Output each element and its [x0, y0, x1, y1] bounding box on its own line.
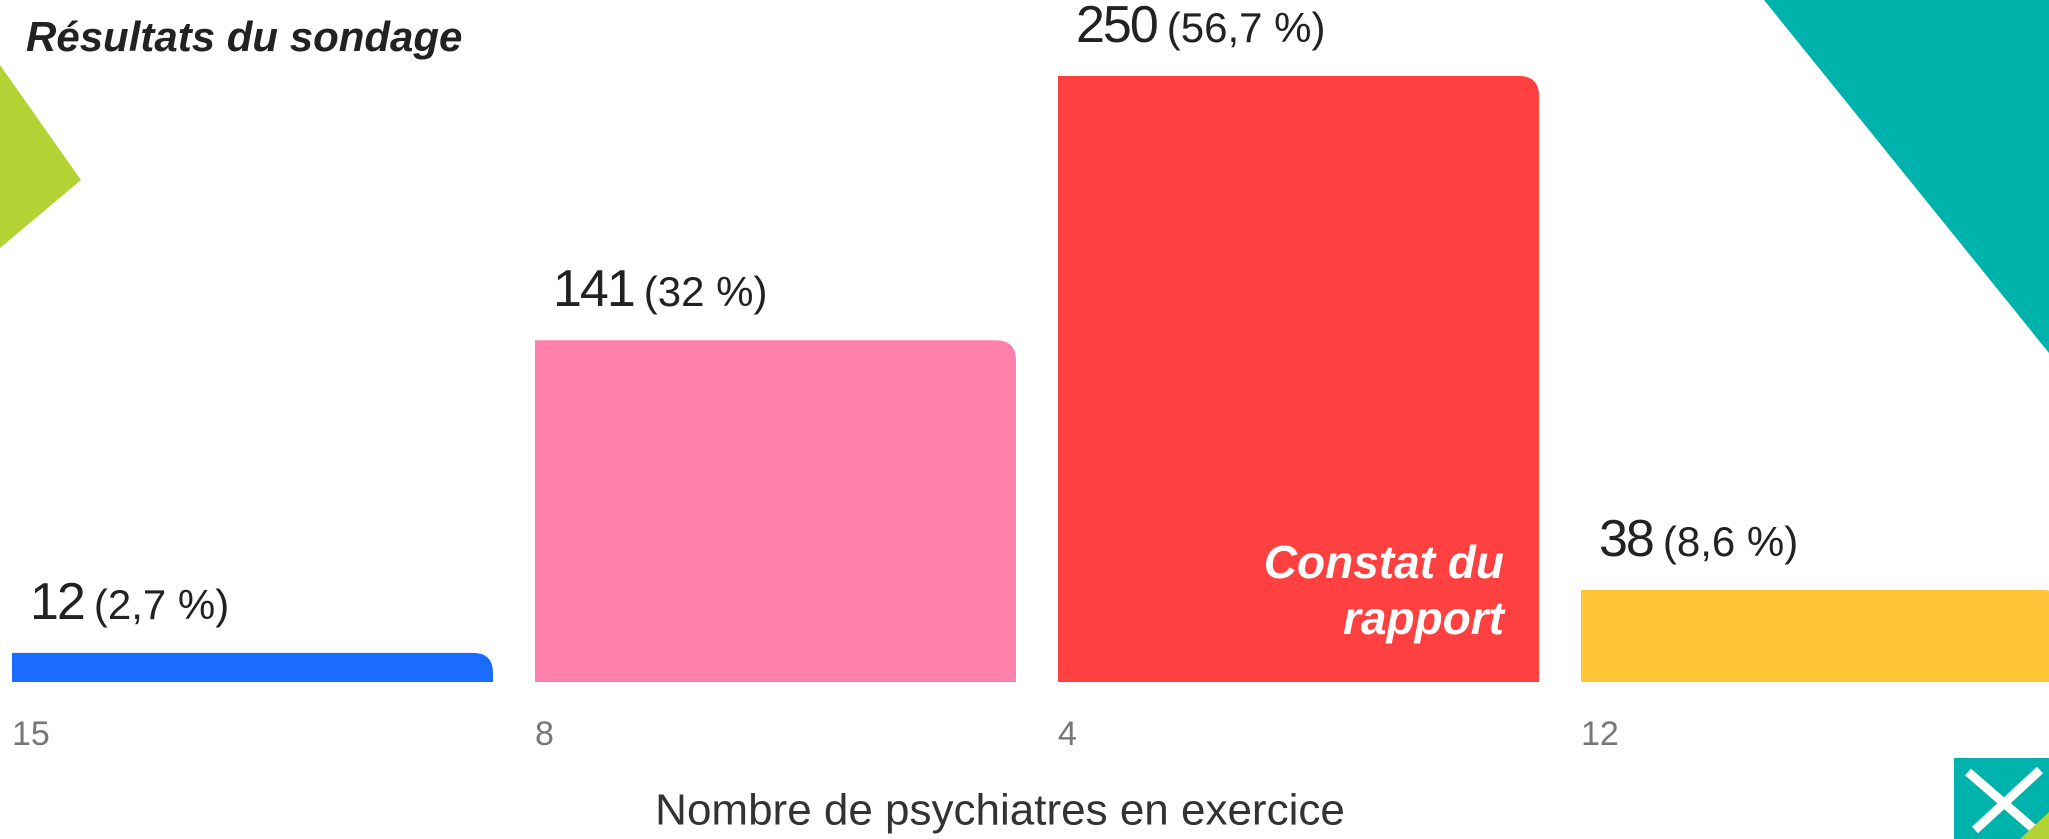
x-tick-label: 12	[1581, 715, 1619, 753]
bar	[1581, 589, 2049, 682]
value-label: 250 (56,7 %)	[1076, 0, 1326, 54]
value-number: 38	[1599, 510, 1653, 568]
value-label: 141 (32 %)	[553, 260, 767, 318]
logo	[1954, 758, 2049, 839]
bar	[12, 652, 493, 682]
chart-title: Résultats du sondage	[26, 13, 462, 60]
value-share: (2,7 %)	[94, 581, 229, 628]
logo-mark	[1965, 766, 2044, 834]
value-label: 38 (8,6 %)	[1599, 510, 1798, 568]
decor-triangle	[1764, 0, 2049, 353]
value-share: (32 %)	[644, 268, 768, 315]
annotation: Constat du	[1264, 536, 1504, 588]
value-share: (56,7 %)	[1167, 4, 1326, 51]
decor-triangle	[0, 65, 81, 248]
value-number: 12	[30, 573, 84, 631]
logo-accent	[2020, 812, 2049, 839]
value-label: 12 (2,7 %)	[30, 573, 229, 631]
x-tick-label: 8	[535, 715, 554, 753]
bar	[535, 340, 1016, 682]
annotation: rapport	[1343, 592, 1506, 644]
value-number: 141	[553, 260, 634, 318]
x-tick-label: 15	[12, 715, 50, 753]
x-axis-label: Nombre de psychiatres en exercice	[655, 786, 1345, 835]
value-number: 250	[1076, 0, 1157, 54]
x-tick-label: 4	[1058, 715, 1077, 753]
value-share: (8,6 %)	[1663, 518, 1798, 565]
bar	[1058, 76, 1539, 682]
